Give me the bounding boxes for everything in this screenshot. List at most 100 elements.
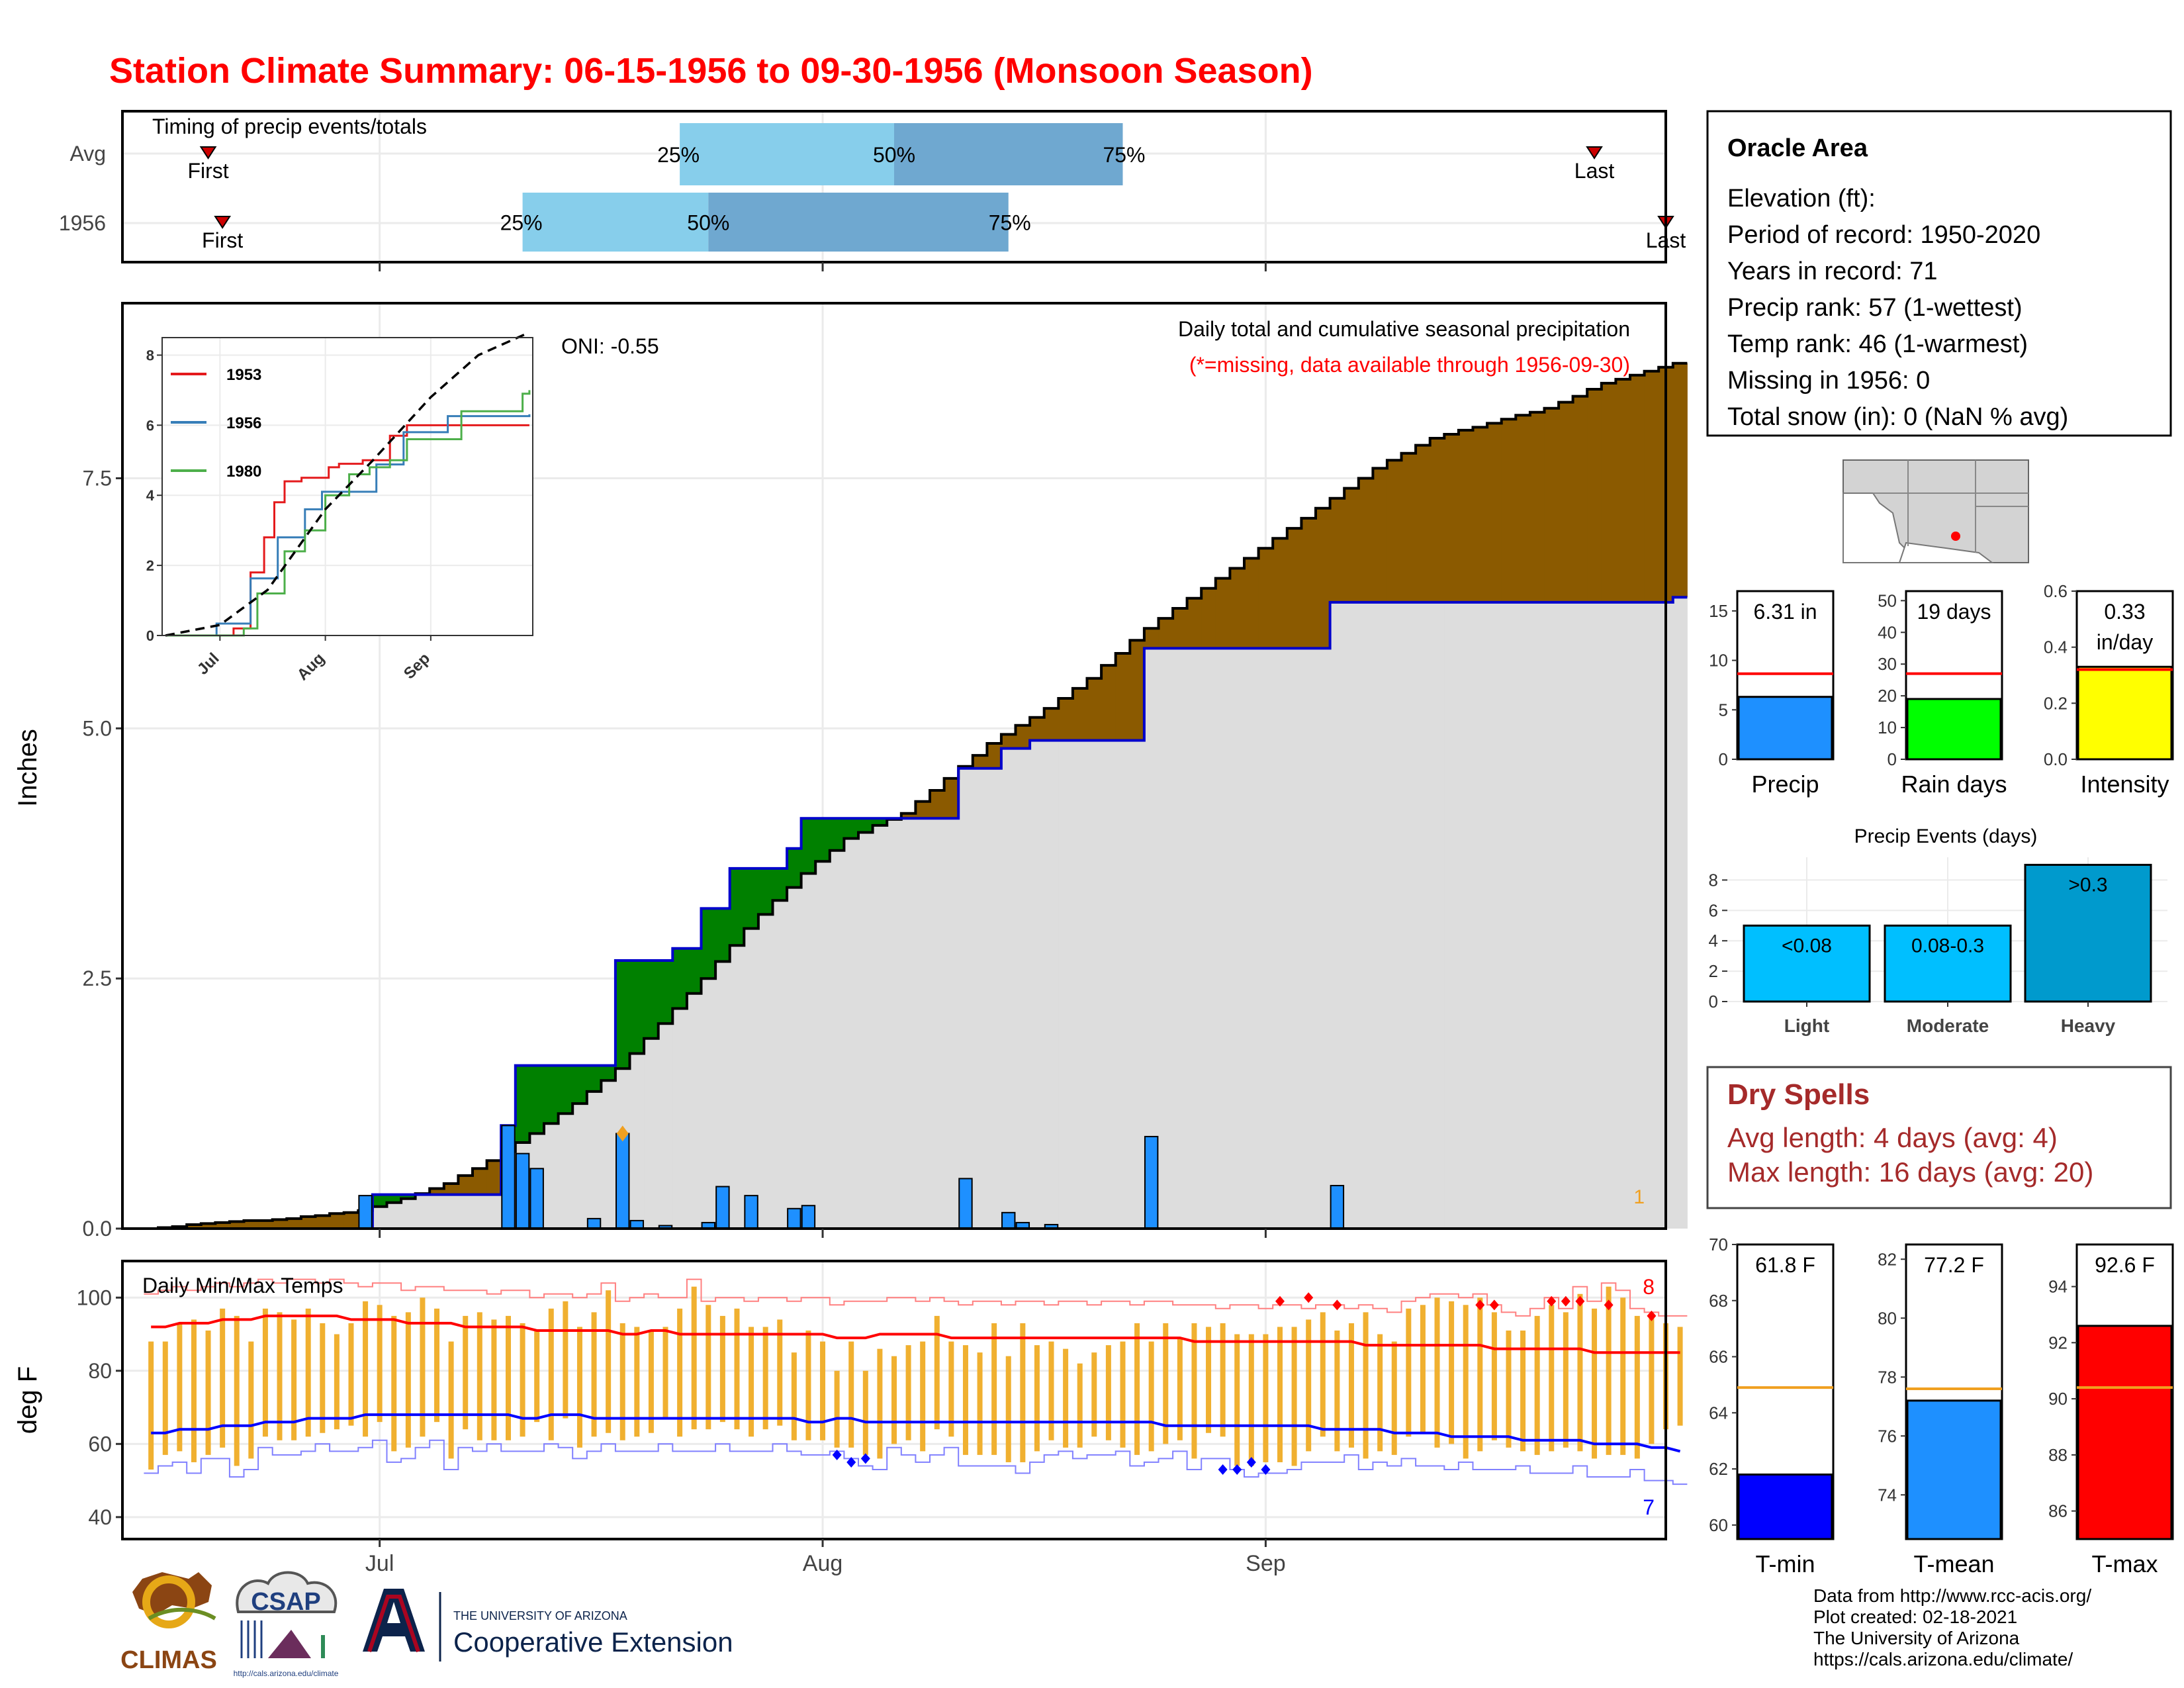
precip-surplus-area <box>372 1194 387 1207</box>
precip-deficit-area <box>1072 688 1087 741</box>
summary-y-tick-label-intensity: 0.2 <box>2044 693 2068 713</box>
climas-logo-swoosh <box>148 1607 216 1620</box>
precip-common-area <box>430 1194 445 1229</box>
precip-y-tick-label: 7.5 <box>83 466 112 490</box>
daily-temp-range-bar <box>791 1352 797 1440</box>
inset-line-avg <box>165 331 530 637</box>
precip-common-area <box>1473 602 1488 1229</box>
events-y-tick-label: 2 <box>1709 961 1718 981</box>
daily-temp-range-bar <box>1563 1312 1569 1448</box>
precip-common-area <box>1516 602 1531 1229</box>
daily-temp-range-bar <box>705 1305 711 1430</box>
temp-y-tick-label: 80 <box>88 1359 112 1383</box>
daily-temp-range-bar <box>991 1323 997 1455</box>
precip-deficit-area <box>1672 363 1688 598</box>
precip-surplus-area <box>629 960 645 1054</box>
summary-bar-raindays <box>1906 698 2002 761</box>
precip-deficit-area <box>1501 419 1516 602</box>
temp-y-tick-label: 100 <box>77 1286 112 1309</box>
precip-surplus-area <box>844 818 859 839</box>
daily-temp-range-bar <box>1377 1334 1383 1452</box>
precip-deficit-area <box>1101 665 1116 741</box>
precip-deficit-area <box>1315 508 1331 649</box>
precip-common-area <box>1287 648 1302 1229</box>
daily-precip-bar <box>1001 1211 1016 1229</box>
precip-common-area <box>1115 740 1130 1229</box>
timing-panel-frame <box>121 110 1667 263</box>
precip-y-tick-label: 2.5 <box>83 966 112 990</box>
precip-deficit-area <box>1630 375 1645 602</box>
precip-deficit-area <box>1158 618 1173 649</box>
summary-y-tick-label-tmax: 88 <box>2048 1445 2068 1465</box>
precip-surplus-area <box>787 848 802 888</box>
daily-temp-range-bar <box>463 1315 469 1430</box>
precip-surplus-area <box>829 818 844 851</box>
precip-deficit-area <box>1473 427 1488 602</box>
precip-surplus-area <box>801 818 816 874</box>
daily-temp-range-bar <box>662 1327 668 1419</box>
climas-logo-text: CLIMAS <box>120 1646 217 1674</box>
timing-bar-q25-q50-y1956 <box>522 193 709 252</box>
precip-common-area <box>1358 602 1373 1229</box>
daily-temp-range-bar <box>1606 1286 1612 1455</box>
precip-common-area <box>1401 602 1416 1229</box>
daily-temp-range-bar <box>191 1319 197 1462</box>
record-high-marker <box>1275 1295 1285 1307</box>
timing-marker-last-avg <box>1586 146 1603 160</box>
record-high-marker <box>1561 1295 1570 1307</box>
daily-precip-bar <box>801 1205 816 1229</box>
daily-temp-range-bar <box>1091 1352 1097 1437</box>
daily-temp-range-bar <box>291 1319 297 1440</box>
daily-temp-range-bar <box>634 1327 640 1437</box>
daily-temp-range-bar <box>1105 1345 1111 1440</box>
precip-surplus-area <box>772 868 788 901</box>
daily-temp-range-bar <box>1306 1319 1312 1452</box>
avg-cumulative-line <box>144 361 1688 1230</box>
daily-precip-bar <box>744 1195 758 1229</box>
timing-label-q50-avg: 50% <box>873 143 915 167</box>
daily-temp-range-bar <box>248 1341 254 1459</box>
precip-common-area <box>572 1103 588 1229</box>
record-high-marker <box>1489 1299 1499 1311</box>
summary-y-tick-label-tmin: 66 <box>1709 1347 1728 1367</box>
oni-annotation: ONI: -0.55 <box>561 334 659 358</box>
daily-temp-range-bar <box>777 1319 783 1426</box>
daily-temp-range-bar <box>205 1331 211 1455</box>
events-category-heavy: Heavy <box>2061 1015 2116 1036</box>
precip-common-area <box>1173 648 1188 1229</box>
precip-deficit-area <box>1587 389 1602 602</box>
events-bar-label-light: <0.08 <box>1782 935 1832 957</box>
daily-temp-range-bar <box>1177 1338 1183 1440</box>
precip-surplus-area <box>758 868 773 915</box>
precip-common-area <box>758 914 773 1229</box>
events-bar-heavy <box>2024 863 2152 1003</box>
precip-common-area <box>701 978 716 1229</box>
daily-temp-range-bar <box>1577 1293 1583 1452</box>
daily-temp-range-bar <box>348 1323 354 1426</box>
record-high-marker <box>1475 1299 1485 1311</box>
precip-panel: Daily total and cumulative seasonal prec… <box>13 302 1688 1241</box>
precip-common-area <box>672 1008 688 1229</box>
precip-common-area <box>1544 602 1559 1229</box>
precip-deficit-area <box>1087 678 1102 741</box>
daily-temp-range-bar <box>905 1345 911 1440</box>
precip-deficit-area <box>1044 708 1059 741</box>
daily-temp-range-bar <box>1363 1312 1369 1459</box>
summary-y-tick-label-precip: 0 <box>1719 749 1728 769</box>
summary-y-tick-label-tmin: 68 <box>1709 1291 1728 1311</box>
summary-label-precip: Precip <box>1751 771 1819 798</box>
daily-precip-bar <box>358 1195 373 1229</box>
summary-y-tick-label-tmax: 94 <box>2048 1277 2068 1297</box>
precip-common-area <box>844 838 859 1229</box>
month-x-tick-label: Aug <box>803 1551 843 1576</box>
daily-temp-range-bar <box>234 1315 240 1466</box>
credit-university: The University of Arizona <box>1813 1628 2020 1648</box>
precip-deficit-area <box>486 1160 502 1195</box>
summary-y-tick-label-tmax: 86 <box>2048 1501 2068 1521</box>
daily-temp-range-bar <box>934 1315 940 1430</box>
daily-temp-range-bar <box>848 1341 854 1448</box>
credits: Data from http://www.rcc-acis.org/ Plot … <box>1813 1585 2091 1669</box>
timing-marker-first-avg <box>199 146 217 160</box>
timing-panel: Timing of precip events/totals Avg 1956 … <box>59 110 1686 263</box>
